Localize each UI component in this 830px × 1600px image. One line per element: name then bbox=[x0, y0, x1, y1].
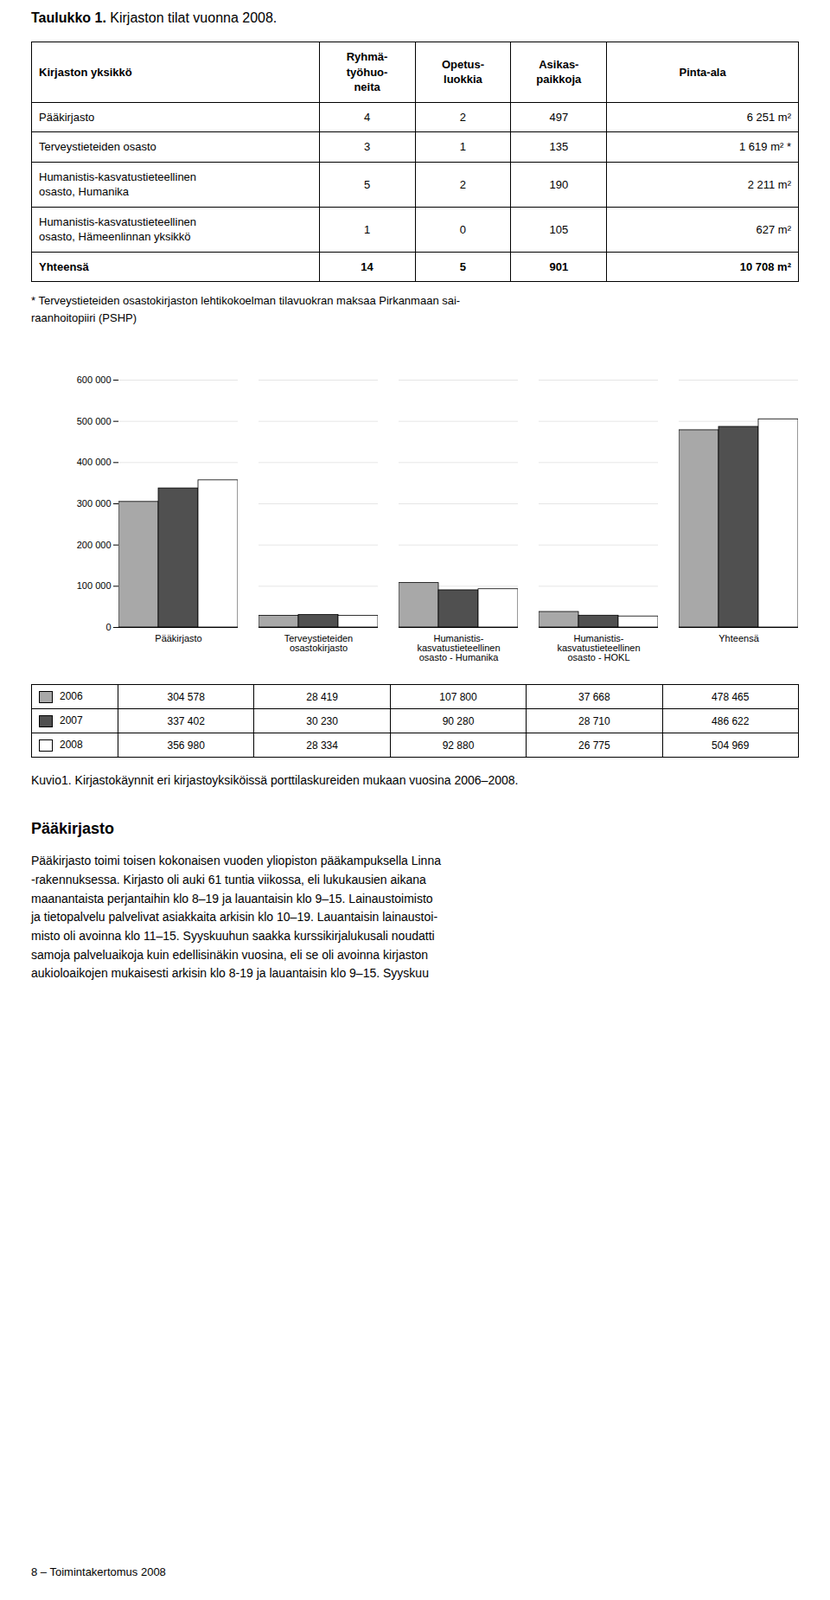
html-text:Taulukko 1. Kirjaston tilat vu: Taulukko 1. Kirjaston tilat vuonna 2008. bbox=[31, 10, 277, 26]
html-text:28 710: 28 710 bbox=[578, 714, 611, 727]
html-text:Pääkirjasto toimi toisen kokon: Pääkirjasto toimi toisen kokonaisen vuod… bbox=[31, 853, 441, 980]
html-text:Asikas- paikkoja: Asikas- paikkoja bbox=[536, 57, 582, 86]
html-text:30 230: 30 230 bbox=[306, 714, 338, 727]
svg-text:600 000: 600 000 bbox=[76, 374, 112, 385]
svg-text:400 000: 400 000 bbox=[76, 457, 112, 468]
html-text:2007: 2007 bbox=[59, 714, 83, 727]
html-text:* Terveystieteiden osastokirja: * Terveystieteiden osastokirjaston lehti… bbox=[31, 294, 461, 325]
html-text:304 578: 304 578 bbox=[167, 690, 205, 703]
html-text:3: 3 bbox=[363, 140, 371, 154]
svg-text:500 000: 500 000 bbox=[76, 415, 112, 427]
svg-text:200 000: 200 000 bbox=[76, 539, 112, 550]
svg-text:Yhteensä: Yhteensä bbox=[718, 633, 760, 645]
html-text:0: 0 bbox=[459, 222, 467, 236]
svg-text:Humanistis-kasvatustieteelline: Humanistis-kasvatustieteellinenosasto - … bbox=[556, 633, 640, 664]
html-text:10 708 m²: 10 708 m² bbox=[739, 260, 792, 274]
html-text:1: 1 bbox=[363, 222, 371, 236]
html-text:5: 5 bbox=[363, 177, 371, 191]
html-text:6 251 m²: 6 251 m² bbox=[746, 110, 792, 124]
html-text:190: 190 bbox=[549, 177, 569, 191]
html-text:14: 14 bbox=[360, 260, 374, 274]
html-text:8 – Toimintakertomus 2008: 8 – Toimintakertomus 2008 bbox=[31, 1564, 166, 1578]
html-text:901: 901 bbox=[549, 260, 569, 274]
html-text:2: 2 bbox=[459, 177, 467, 191]
html-text:Opetus- luokkia: Opetus- luokkia bbox=[441, 57, 485, 86]
html-text:Humanistis-kasvatustieteelline: Humanistis-kasvatustieteellinen osasto, … bbox=[38, 170, 197, 199]
html-text:1 619 m² *: 1 619 m² * bbox=[739, 140, 792, 154]
html-text:26 775: 26 775 bbox=[578, 738, 611, 751]
html-text:Pinta-ala: Pinta-ala bbox=[679, 65, 726, 79]
svg-text:Humanistis-kasvatustieteelline: Humanistis-kasvatustieteellinenosasto - … bbox=[416, 633, 500, 664]
svg-text:300 000: 300 000 bbox=[76, 498, 112, 509]
svg-text:Pääkirjasto: Pääkirjasto bbox=[154, 633, 202, 645]
html-text:504 969: 504 969 bbox=[711, 738, 750, 751]
html-text:Kuvio1. Kirjastokäynnit eri ki: Kuvio1. Kirjastokäynnit eri kirjastoyksi… bbox=[31, 772, 519, 787]
html-text:90 280: 90 280 bbox=[442, 714, 475, 727]
html-text:1: 1 bbox=[459, 140, 467, 154]
html-text:627 m²: 627 m² bbox=[756, 222, 792, 236]
html-text:356 980: 356 980 bbox=[167, 738, 205, 751]
html-text:Terveystieteiden osasto: Terveystieteiden osasto bbox=[38, 140, 157, 154]
html-text:37 668: 37 668 bbox=[578, 690, 611, 703]
html-text:486 622: 486 622 bbox=[711, 714, 750, 727]
svg-text:Terveystieteidenosastokirjasto: Terveystieteidenosastokirjasto bbox=[284, 633, 354, 654]
html-text:Kirjaston yksikkö: Kirjaston yksikkö bbox=[38, 65, 133, 79]
html-text:2006: 2006 bbox=[59, 690, 83, 703]
html-text:478 465: 478 465 bbox=[711, 690, 750, 703]
html-text:135: 135 bbox=[549, 140, 569, 154]
html-text:Humanistis-kasvatustieteelline: Humanistis-kasvatustieteellinen osasto, … bbox=[38, 215, 197, 244]
html-text:4: 4 bbox=[363, 110, 371, 124]
html-text:107 800: 107 800 bbox=[439, 690, 477, 703]
svg-text:0: 0 bbox=[105, 621, 111, 633]
html-text:Ryhmä- työhuo- neita: Ryhmä- työhuo- neita bbox=[346, 50, 388, 94]
html-text:105: 105 bbox=[549, 222, 569, 236]
svg-text:100 000: 100 000 bbox=[76, 581, 112, 592]
html-text:28 334: 28 334 bbox=[306, 738, 338, 751]
html-text:2008: 2008 bbox=[59, 738, 83, 751]
html-text:2: 2 bbox=[459, 110, 467, 124]
html-text:497: 497 bbox=[549, 110, 569, 124]
html-text:Pääkirjasto: Pääkirjasto bbox=[38, 110, 95, 124]
html-text:5: 5 bbox=[459, 260, 467, 274]
html-text:92 880: 92 880 bbox=[442, 738, 475, 751]
html-text:Yhteensä: Yhteensä bbox=[38, 260, 89, 274]
html-text:2 211 m²: 2 211 m² bbox=[747, 177, 792, 191]
html-text:Pääkirjasto: Pääkirjasto bbox=[31, 819, 115, 838]
html-text:337 402: 337 402 bbox=[167, 714, 205, 727]
html-text:28 419: 28 419 bbox=[306, 690, 338, 703]
